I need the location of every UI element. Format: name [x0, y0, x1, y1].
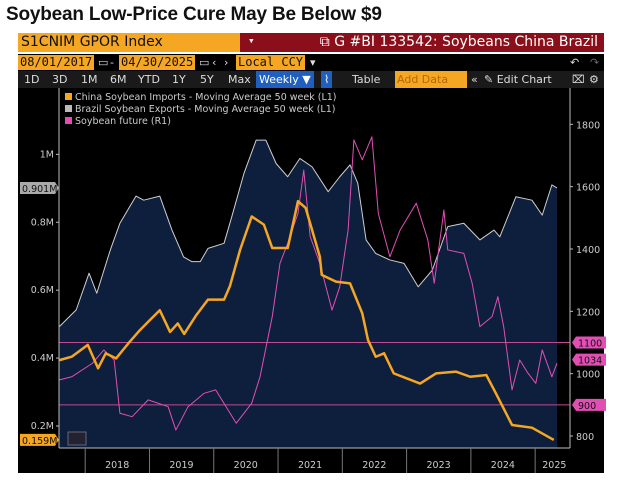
annotate-icon[interactable]: ⌧	[572, 73, 585, 86]
legend-swatch	[65, 93, 72, 100]
prev-button[interactable]: ‹	[212, 56, 217, 69]
range-3d[interactable]: 3D	[52, 73, 68, 86]
x-tick-label: 2024	[491, 460, 515, 471]
range-6m[interactable]: 6M	[110, 73, 127, 86]
legend-item-brazil[interactable]: Brazil Soybean Exports - Moving Average …	[62, 104, 362, 116]
range-1d[interactable]: 1D	[24, 73, 40, 86]
last-value-brazil: 0.901M	[22, 184, 57, 195]
last-value-soy: 1034	[578, 356, 602, 367]
brazil-line	[59, 139, 558, 327]
x-tick-label: 2018	[105, 460, 129, 471]
right-tick-label: 1000	[576, 370, 600, 381]
x-tick-label: 2023	[427, 460, 451, 471]
date-bar: 08/01/2017 ▭ - 04/30/2025 ▭ ‹ › Local CC…	[18, 54, 604, 71]
right-tick-label: 1200	[576, 307, 600, 318]
calendar-icon[interactable]: ▭	[199, 56, 210, 69]
add-data-input[interactable]: Add Data	[395, 71, 467, 88]
legend-swatch	[65, 105, 72, 112]
x-tick-label: 2022	[362, 460, 386, 471]
ticker-input[interactable]: S1CNIM GPOR Index	[18, 33, 240, 52]
left-tick-label: 1M	[40, 149, 54, 160]
date-separator: -	[110, 56, 114, 69]
reference-label-900: 900	[578, 401, 596, 412]
range-max[interactable]: Max	[228, 73, 251, 86]
currency-dropdown-icon[interactable]: ▾	[310, 56, 316, 69]
collapse-icon[interactable]: «	[471, 73, 478, 86]
range-5y[interactable]: 5Y	[200, 73, 214, 86]
ticker-dropdown-icon[interactable]: ▾	[248, 34, 255, 47]
x-tick-label: 2019	[169, 460, 193, 471]
open-external-icon[interactable]: ⧉	[319, 34, 335, 50]
end-date-input[interactable]: 04/30/2025	[119, 55, 196, 70]
gear-icon[interactable]: ⚙	[589, 73, 599, 86]
pencil-icon: ✎	[484, 73, 497, 86]
left-tick-label: 0.4M	[31, 353, 54, 364]
graph-title: G #BI 133542: Soybeans China Brazil	[334, 34, 598, 50]
last-value-badge-china	[20, 433, 59, 446]
reference-badge	[572, 398, 606, 411]
start-date-input[interactable]: 08/01/2017	[18, 55, 95, 70]
right-tick-label: 1800	[576, 120, 600, 131]
table-button[interactable]: Table	[352, 73, 381, 86]
range-1y[interactable]: 1Y	[172, 73, 186, 86]
redo-icon[interactable]: ↷	[590, 56, 600, 69]
right-tick-label: 800	[576, 432, 594, 443]
edit-chart-button[interactable]: ✎ Edit Chart	[484, 73, 552, 86]
range-1m[interactable]: 1M	[81, 73, 98, 86]
range-bar: 1D 3D 1M 6M YTD 1Y 5Y Max Weekly ▼ ⌇ Tab…	[18, 71, 604, 88]
brazil-area	[59, 140, 558, 448]
calendar-icon[interactable]: ▭	[98, 56, 109, 69]
range-ytd[interactable]: YTD	[138, 73, 160, 86]
legend-item-china[interactable]: China Soybean Imports - Moving Average 5…	[62, 92, 362, 104]
last-value-badge-brazil	[20, 181, 59, 194]
x-tick-label: 2021	[298, 460, 322, 471]
left-tick-label: 0.8M	[31, 217, 54, 228]
last-value-badge-soy	[572, 353, 606, 366]
legend-swatch	[65, 117, 72, 124]
ticker-bar: S1CNIM GPOR Index ▾ ⧉ G #BI 133542: Soyb…	[18, 33, 604, 52]
right-tick-label: 1400	[576, 245, 600, 256]
left-tick-label: 0.2M	[31, 421, 54, 432]
right-tick-label: 1600	[576, 183, 600, 194]
china-line	[59, 199, 555, 442]
undo-icon[interactable]: ↶	[570, 56, 580, 69]
last-value-china: 0.159M	[22, 436, 57, 447]
currency-select[interactable]: Local CCY	[236, 55, 306, 70]
x-tick-label: 2025	[542, 460, 566, 471]
line-chart-icon[interactable]: ⌇	[321, 71, 333, 88]
reference-label-1100: 1100	[578, 339, 602, 350]
x-tick-label: 2020	[234, 460, 258, 471]
left-tick-label: 0.6M	[31, 285, 54, 296]
reference-badge	[572, 336, 606, 349]
frequency-select[interactable]: Weekly ▼	[256, 71, 314, 88]
next-button[interactable]: ›	[224, 56, 229, 69]
chart-type-icon[interactable]	[67, 431, 87, 446]
legend: China Soybean Imports - Moving Average 5…	[62, 90, 362, 131]
soybean-line	[59, 136, 558, 431]
page-title: Soybean Low-Price Cure May Be Below $9	[6, 4, 382, 25]
legend-item-soy[interactable]: Soybean future (R1)	[62, 116, 362, 128]
